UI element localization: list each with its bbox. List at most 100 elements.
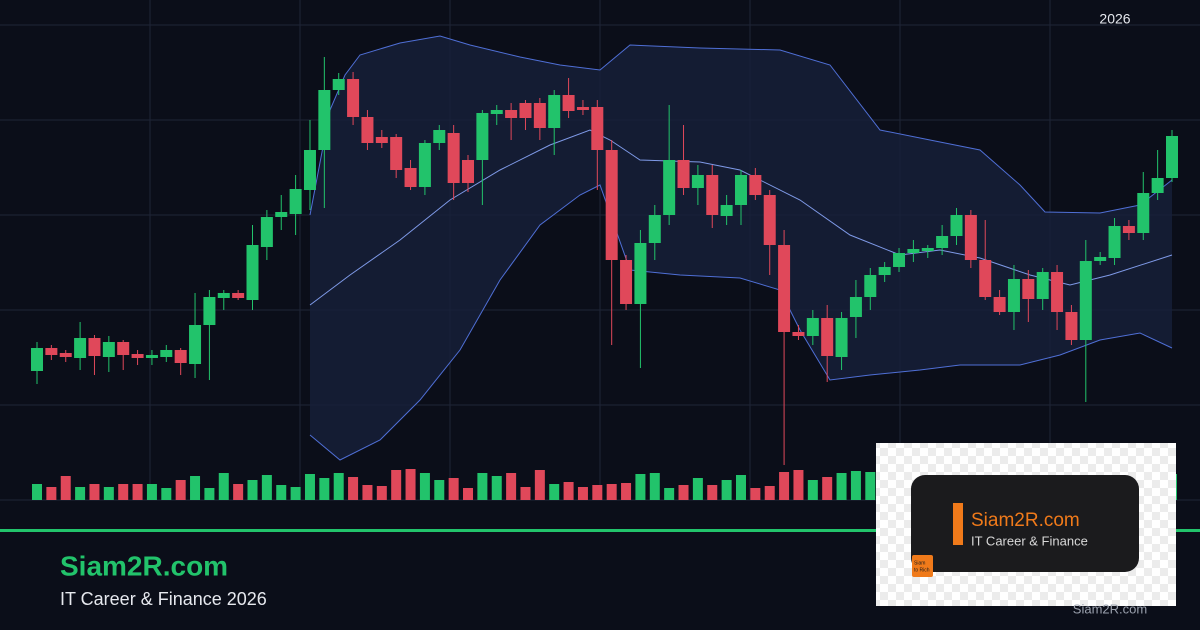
volume-bar bbox=[132, 484, 143, 500]
volume-bar bbox=[635, 474, 646, 500]
volume-bar bbox=[477, 473, 488, 500]
volume-bar bbox=[362, 485, 373, 500]
candle-body bbox=[878, 267, 891, 275]
candle-body bbox=[1137, 193, 1150, 233]
candle-body bbox=[936, 236, 949, 248]
candle-body bbox=[174, 350, 187, 363]
candle-body bbox=[591, 107, 604, 150]
candle-body bbox=[1108, 226, 1121, 258]
volume-bar bbox=[146, 484, 157, 500]
candle-body bbox=[375, 137, 388, 143]
candle-body bbox=[361, 117, 374, 143]
candle-body bbox=[792, 332, 805, 336]
candle-body bbox=[1051, 272, 1064, 312]
candle-body bbox=[648, 215, 661, 243]
candle-body bbox=[634, 243, 647, 304]
volume-bar bbox=[290, 487, 301, 500]
candle-body bbox=[993, 297, 1006, 312]
volume-bar bbox=[750, 488, 761, 500]
volume-bar bbox=[175, 480, 186, 500]
volume-bar bbox=[549, 484, 560, 500]
candle-body bbox=[447, 133, 460, 183]
volume-bar bbox=[850, 471, 861, 500]
candle-body bbox=[433, 130, 446, 143]
candle-body bbox=[318, 90, 331, 150]
volume-bar bbox=[764, 486, 775, 500]
candle-body bbox=[1122, 226, 1135, 233]
volume-bar bbox=[204, 488, 215, 500]
volume-bar bbox=[218, 473, 229, 500]
volume-bar bbox=[707, 485, 718, 500]
volume-bar bbox=[304, 474, 315, 500]
candle-body bbox=[232, 293, 245, 298]
volume-bar bbox=[621, 483, 632, 500]
logo-line: to Rich bbox=[914, 567, 930, 573]
volume-bar bbox=[75, 487, 86, 500]
candle-body bbox=[950, 215, 963, 236]
candle-body bbox=[217, 293, 230, 298]
volume-bar bbox=[405, 469, 416, 500]
volume-bar bbox=[563, 482, 574, 500]
candle-body bbox=[806, 318, 819, 336]
volume-bar bbox=[491, 476, 502, 500]
candle-body bbox=[921, 248, 934, 251]
candle-body bbox=[102, 342, 115, 357]
volume-bar bbox=[520, 487, 531, 500]
candle-body bbox=[1151, 178, 1164, 193]
candle-body bbox=[677, 160, 690, 188]
candle-body bbox=[907, 249, 920, 253]
volume-bar bbox=[822, 477, 833, 500]
volume-bar bbox=[865, 472, 876, 500]
candle-body bbox=[490, 110, 503, 114]
candle-body bbox=[1007, 279, 1020, 312]
volume-bar bbox=[807, 480, 818, 500]
candle-body bbox=[275, 212, 288, 217]
candle-body bbox=[203, 297, 216, 325]
candle-body bbox=[88, 338, 101, 356]
candle-body bbox=[979, 260, 992, 297]
candle-body bbox=[117, 342, 130, 355]
volume-bar bbox=[606, 484, 617, 500]
candle-body bbox=[706, 175, 719, 215]
volume-bar bbox=[434, 480, 445, 500]
volume-bar bbox=[46, 487, 57, 500]
candle-body bbox=[562, 95, 575, 111]
volume-bar bbox=[89, 484, 100, 500]
candle-body bbox=[189, 325, 202, 364]
volume-bar bbox=[534, 470, 545, 500]
candle-body bbox=[778, 245, 791, 332]
candle-body bbox=[548, 95, 561, 128]
candle-body bbox=[1166, 136, 1178, 178]
candle-body bbox=[1022, 279, 1035, 299]
volume-bar bbox=[348, 477, 359, 500]
candle-body bbox=[576, 107, 589, 110]
volume-bar bbox=[577, 487, 588, 500]
volume-bar bbox=[276, 485, 287, 500]
candle-body bbox=[160, 350, 173, 357]
volume-bar bbox=[376, 486, 387, 500]
watermark: Siam2R.com bbox=[1073, 601, 1147, 616]
volume-bar bbox=[836, 473, 847, 500]
candle-body bbox=[31, 348, 43, 371]
volume-bar bbox=[261, 475, 272, 500]
candle-body bbox=[347, 79, 360, 117]
volume-bar bbox=[793, 470, 804, 500]
candle-body bbox=[74, 338, 87, 358]
candle-body bbox=[864, 275, 877, 297]
candle-body bbox=[45, 348, 58, 355]
candle-body bbox=[462, 160, 475, 183]
volume-bar bbox=[735, 475, 746, 500]
candle-body bbox=[332, 79, 345, 90]
candle-body bbox=[476, 113, 489, 160]
candle-body bbox=[691, 175, 704, 188]
volume-bar bbox=[678, 485, 689, 500]
volume-bar bbox=[247, 480, 258, 500]
volume-bar bbox=[692, 478, 703, 500]
candle-body bbox=[289, 189, 302, 214]
candle-body bbox=[821, 318, 834, 356]
candle-body bbox=[734, 175, 747, 205]
candle-body bbox=[1065, 312, 1078, 340]
volume-bar bbox=[60, 476, 71, 500]
overlay-subtitle: IT Career & Finance bbox=[971, 533, 1088, 548]
